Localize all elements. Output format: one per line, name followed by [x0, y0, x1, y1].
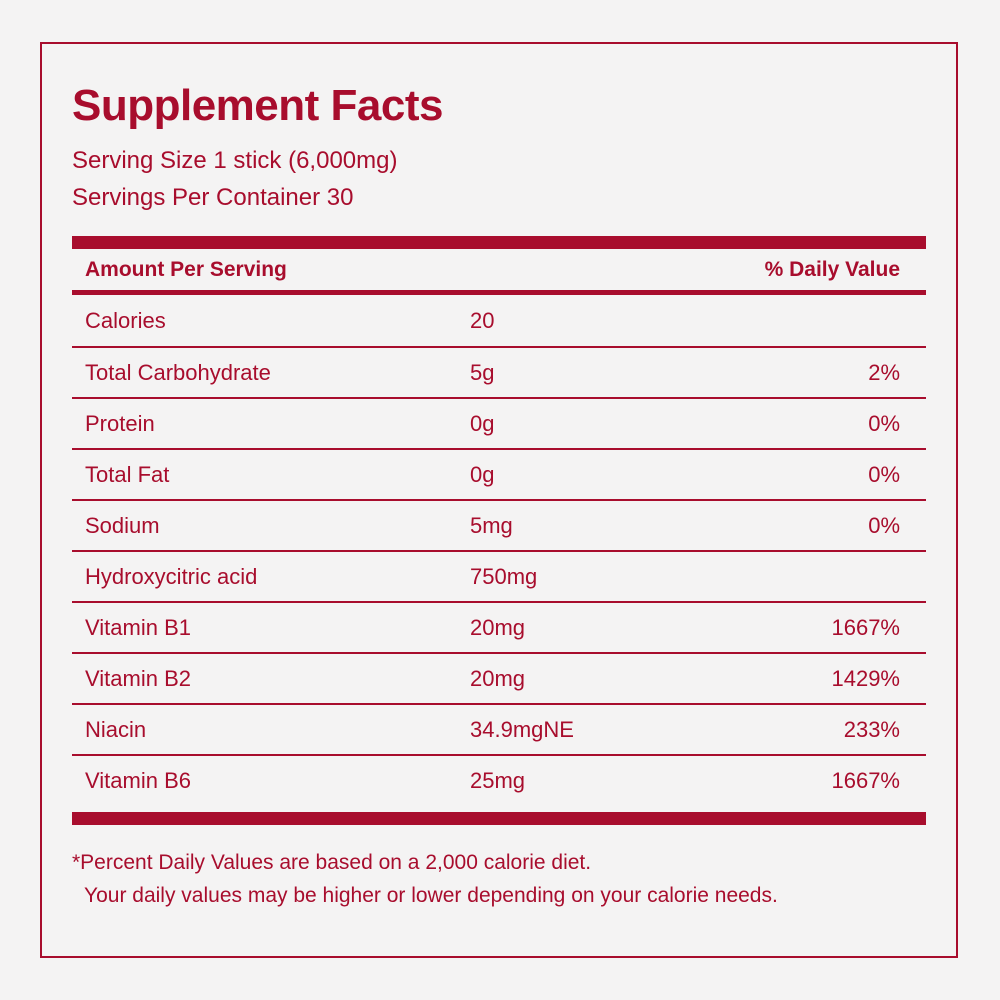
table-row: Protein 0g 0%	[72, 397, 926, 448]
footnote: *Percent Daily Values are based on a 2,0…	[72, 846, 926, 912]
nutrient-daily-value: 2%	[868, 359, 900, 385]
table-header-row: Amount Per Serving % Daily Value	[72, 249, 926, 296]
nutrient-name: Vitamin B1	[85, 614, 191, 640]
table-row: Sodium 5mg 0%	[72, 499, 926, 550]
nutrient-daily-value: 1667%	[831, 767, 900, 793]
divider-thick-top	[72, 236, 926, 250]
table-row: Hydroxycitric acid 750mg	[72, 550, 926, 601]
nutrient-daily-value: 0%	[868, 410, 900, 436]
nutrient-name: Calories	[85, 307, 166, 333]
nutrient-daily-value: 1429%	[831, 665, 900, 691]
table-row: Vitamin B6 25mg 1667%	[72, 754, 926, 805]
nutrient-name: Protein	[85, 410, 155, 436]
serving-size-text: Serving Size 1 stick (6,000mg)	[72, 147, 398, 175]
nutrient-name: Vitamin B2	[85, 665, 191, 691]
footnote-line-2: Your daily values may be higher or lower…	[84, 884, 778, 908]
nutrient-daily-value: 1667%	[831, 614, 900, 640]
table-row: Total Carbohydrate 5g 2%	[72, 346, 926, 397]
nutrient-name: Hydroxycitric acid	[85, 563, 258, 589]
table-row: Niacin 34.9mgNE 233%	[72, 703, 926, 754]
nutrient-name: Sodium	[85, 512, 160, 538]
nutrient-name: Total Carbohydrate	[85, 359, 271, 385]
table-row: Total Fat 0g 0%	[72, 448, 926, 499]
nutrient-amount: 34.9mgNE	[470, 716, 574, 742]
nutrient-table: Calories 20 Total Carbohydrate 5g 2% Protein 0…	[72, 295, 926, 805]
nutrient-daily-value: 0%	[868, 461, 900, 487]
nutrient-amount: 25mg	[470, 767, 526, 793]
supplement-facts-panel: Supplement Facts Serving Size 1 stick (6…	[40, 42, 958, 958]
table-row: Vitamin B2 20mg 1429%	[72, 652, 926, 703]
nutrient-amount: 0g	[470, 410, 495, 436]
nutrient-name: Total Fat	[85, 461, 170, 487]
nutrient-amount: 20mg	[470, 665, 526, 691]
nutrient-daily-value: 233%	[843, 716, 900, 742]
nutrient-amount: 5g	[470, 359, 495, 385]
nutrient-amount: 20	[470, 307, 495, 333]
divider-thick-bottom	[72, 812, 926, 826]
nutrient-amount: 5mg	[470, 512, 513, 538]
nutrient-amount: 750mg	[470, 563, 538, 589]
servings-per-container-text: Servings Per Container 30	[72, 184, 354, 212]
nutrient-name: Niacin	[85, 716, 147, 742]
nutrient-amount: 20mg	[470, 614, 526, 640]
nutrient-amount: 0g	[470, 461, 495, 487]
table-row: Vitamin B1 20mg 1667%	[72, 601, 926, 652]
table-row: Calories 20	[72, 295, 926, 346]
nutrient-daily-value: 0%	[868, 512, 900, 538]
daily-value-header: % Daily Value	[764, 257, 900, 281]
panel-title: Supplement Facts	[72, 81, 443, 130]
amount-per-serving-header: Amount Per Serving	[85, 257, 287, 281]
footnote-line-1: *Percent Daily Values are based on a 2,0…	[72, 851, 592, 875]
nutrient-name: Vitamin B6	[85, 767, 191, 793]
